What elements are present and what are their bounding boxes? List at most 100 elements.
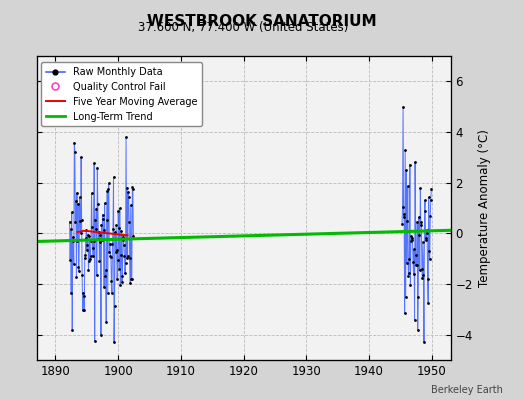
Point <box>93 164 102 171</box>
Y-axis label: Temperature Anomaly (°C): Temperature Anomaly (°C) <box>478 129 492 287</box>
Point <box>75 268 83 274</box>
Point <box>114 257 122 263</box>
Point <box>103 217 111 224</box>
Point <box>89 253 97 260</box>
Point <box>107 254 115 260</box>
Point <box>75 194 84 200</box>
Point <box>412 252 420 258</box>
Point <box>402 166 410 173</box>
Point <box>110 339 118 346</box>
Point <box>91 338 99 344</box>
Point <box>112 222 121 229</box>
Point <box>100 226 108 233</box>
Point <box>408 234 417 241</box>
Point <box>420 208 429 214</box>
Point <box>83 246 91 253</box>
Point <box>86 256 94 263</box>
Point <box>118 273 127 280</box>
Point <box>404 273 412 279</box>
Point <box>66 256 74 263</box>
Point <box>113 276 122 282</box>
Point <box>98 237 106 243</box>
Point <box>414 214 423 220</box>
Point <box>99 212 107 218</box>
Point <box>406 161 414 168</box>
Point <box>398 203 407 210</box>
Point <box>425 248 433 254</box>
Point <box>107 278 116 284</box>
Point <box>405 256 413 262</box>
Point <box>88 190 96 196</box>
Point <box>419 272 428 278</box>
Point <box>87 238 95 244</box>
Point <box>116 282 125 288</box>
Point <box>80 293 88 299</box>
Point <box>412 262 421 269</box>
Point <box>102 267 110 274</box>
Point <box>115 266 124 272</box>
Point <box>73 190 81 196</box>
Point <box>76 218 84 224</box>
Text: Berkeley Earth: Berkeley Earth <box>431 385 503 395</box>
Point <box>413 326 422 333</box>
Point <box>421 235 430 242</box>
Point <box>110 174 118 180</box>
Point <box>94 201 102 207</box>
Point <box>410 246 418 252</box>
Point <box>97 332 105 338</box>
Point <box>68 209 76 216</box>
Point <box>127 276 136 283</box>
Point <box>96 232 104 239</box>
Point <box>108 240 117 247</box>
Point <box>118 279 126 285</box>
Point <box>411 159 419 165</box>
Point <box>119 234 127 240</box>
Point <box>79 307 87 313</box>
Point <box>128 184 137 190</box>
Point <box>86 253 95 259</box>
Point <box>417 222 425 228</box>
Point <box>407 238 415 244</box>
Point <box>111 303 119 309</box>
Point <box>104 290 112 296</box>
Point <box>406 282 414 289</box>
Point <box>409 271 418 277</box>
Point <box>122 260 130 266</box>
Point <box>79 289 88 296</box>
Point <box>420 339 428 346</box>
Point <box>96 239 105 245</box>
Point <box>119 236 128 243</box>
Point <box>92 226 100 233</box>
Point <box>112 249 120 256</box>
Point <box>70 139 79 146</box>
Point <box>409 258 417 265</box>
Point <box>78 216 86 223</box>
Point <box>423 276 432 282</box>
Point <box>424 300 432 306</box>
Point <box>88 224 96 230</box>
Point <box>126 255 134 262</box>
Point <box>89 245 97 252</box>
Point <box>106 253 115 259</box>
Title: 37.600 N, 77.400 W (United States): 37.600 N, 77.400 W (United States) <box>138 21 349 34</box>
Point <box>97 222 106 228</box>
Text: WESTBROOK SANATORIUM: WESTBROOK SANATORIUM <box>147 14 377 29</box>
Point <box>403 218 411 224</box>
Point <box>129 186 137 192</box>
Point <box>418 266 426 272</box>
Point <box>413 218 421 225</box>
Point <box>427 196 435 203</box>
Point <box>94 236 103 242</box>
Point <box>73 238 82 244</box>
Point <box>400 310 409 316</box>
Point <box>90 238 98 244</box>
Point <box>69 234 77 240</box>
Point <box>72 274 81 280</box>
Point <box>419 239 427 245</box>
Point <box>92 205 101 212</box>
Point <box>99 216 107 222</box>
Point <box>108 290 116 296</box>
Point <box>101 200 109 206</box>
Point <box>417 219 425 225</box>
Point <box>408 237 416 243</box>
